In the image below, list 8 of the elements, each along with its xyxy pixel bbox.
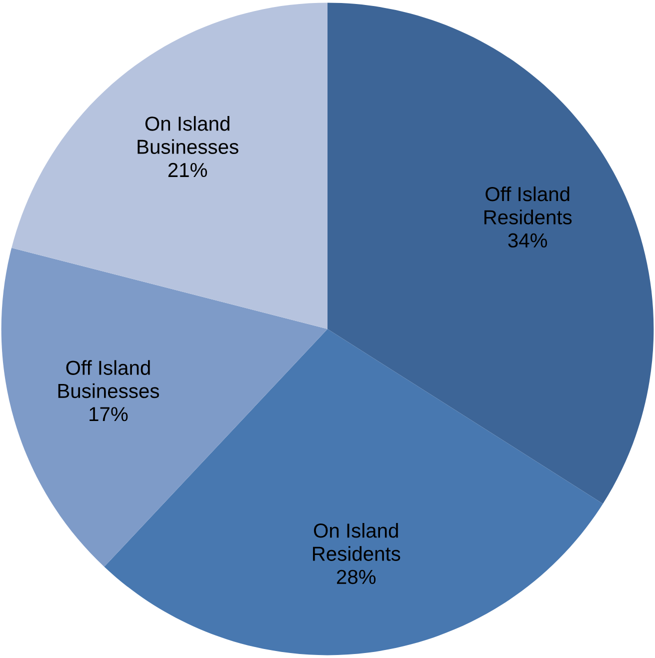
slice-label: On Island Businesses bbox=[138, 116, 238, 154]
data-label: 34% bbox=[508, 233, 548, 248]
data-label: 28% bbox=[336, 570, 376, 584]
data-label: 21% bbox=[168, 162, 207, 178]
slice-label: Off Island Businesses bbox=[58, 360, 159, 398]
slice-label: On Island Residents bbox=[312, 522, 400, 561]
slice-label: Off Island Residents bbox=[484, 186, 572, 224]
data-label: 17% bbox=[90, 407, 128, 422]
